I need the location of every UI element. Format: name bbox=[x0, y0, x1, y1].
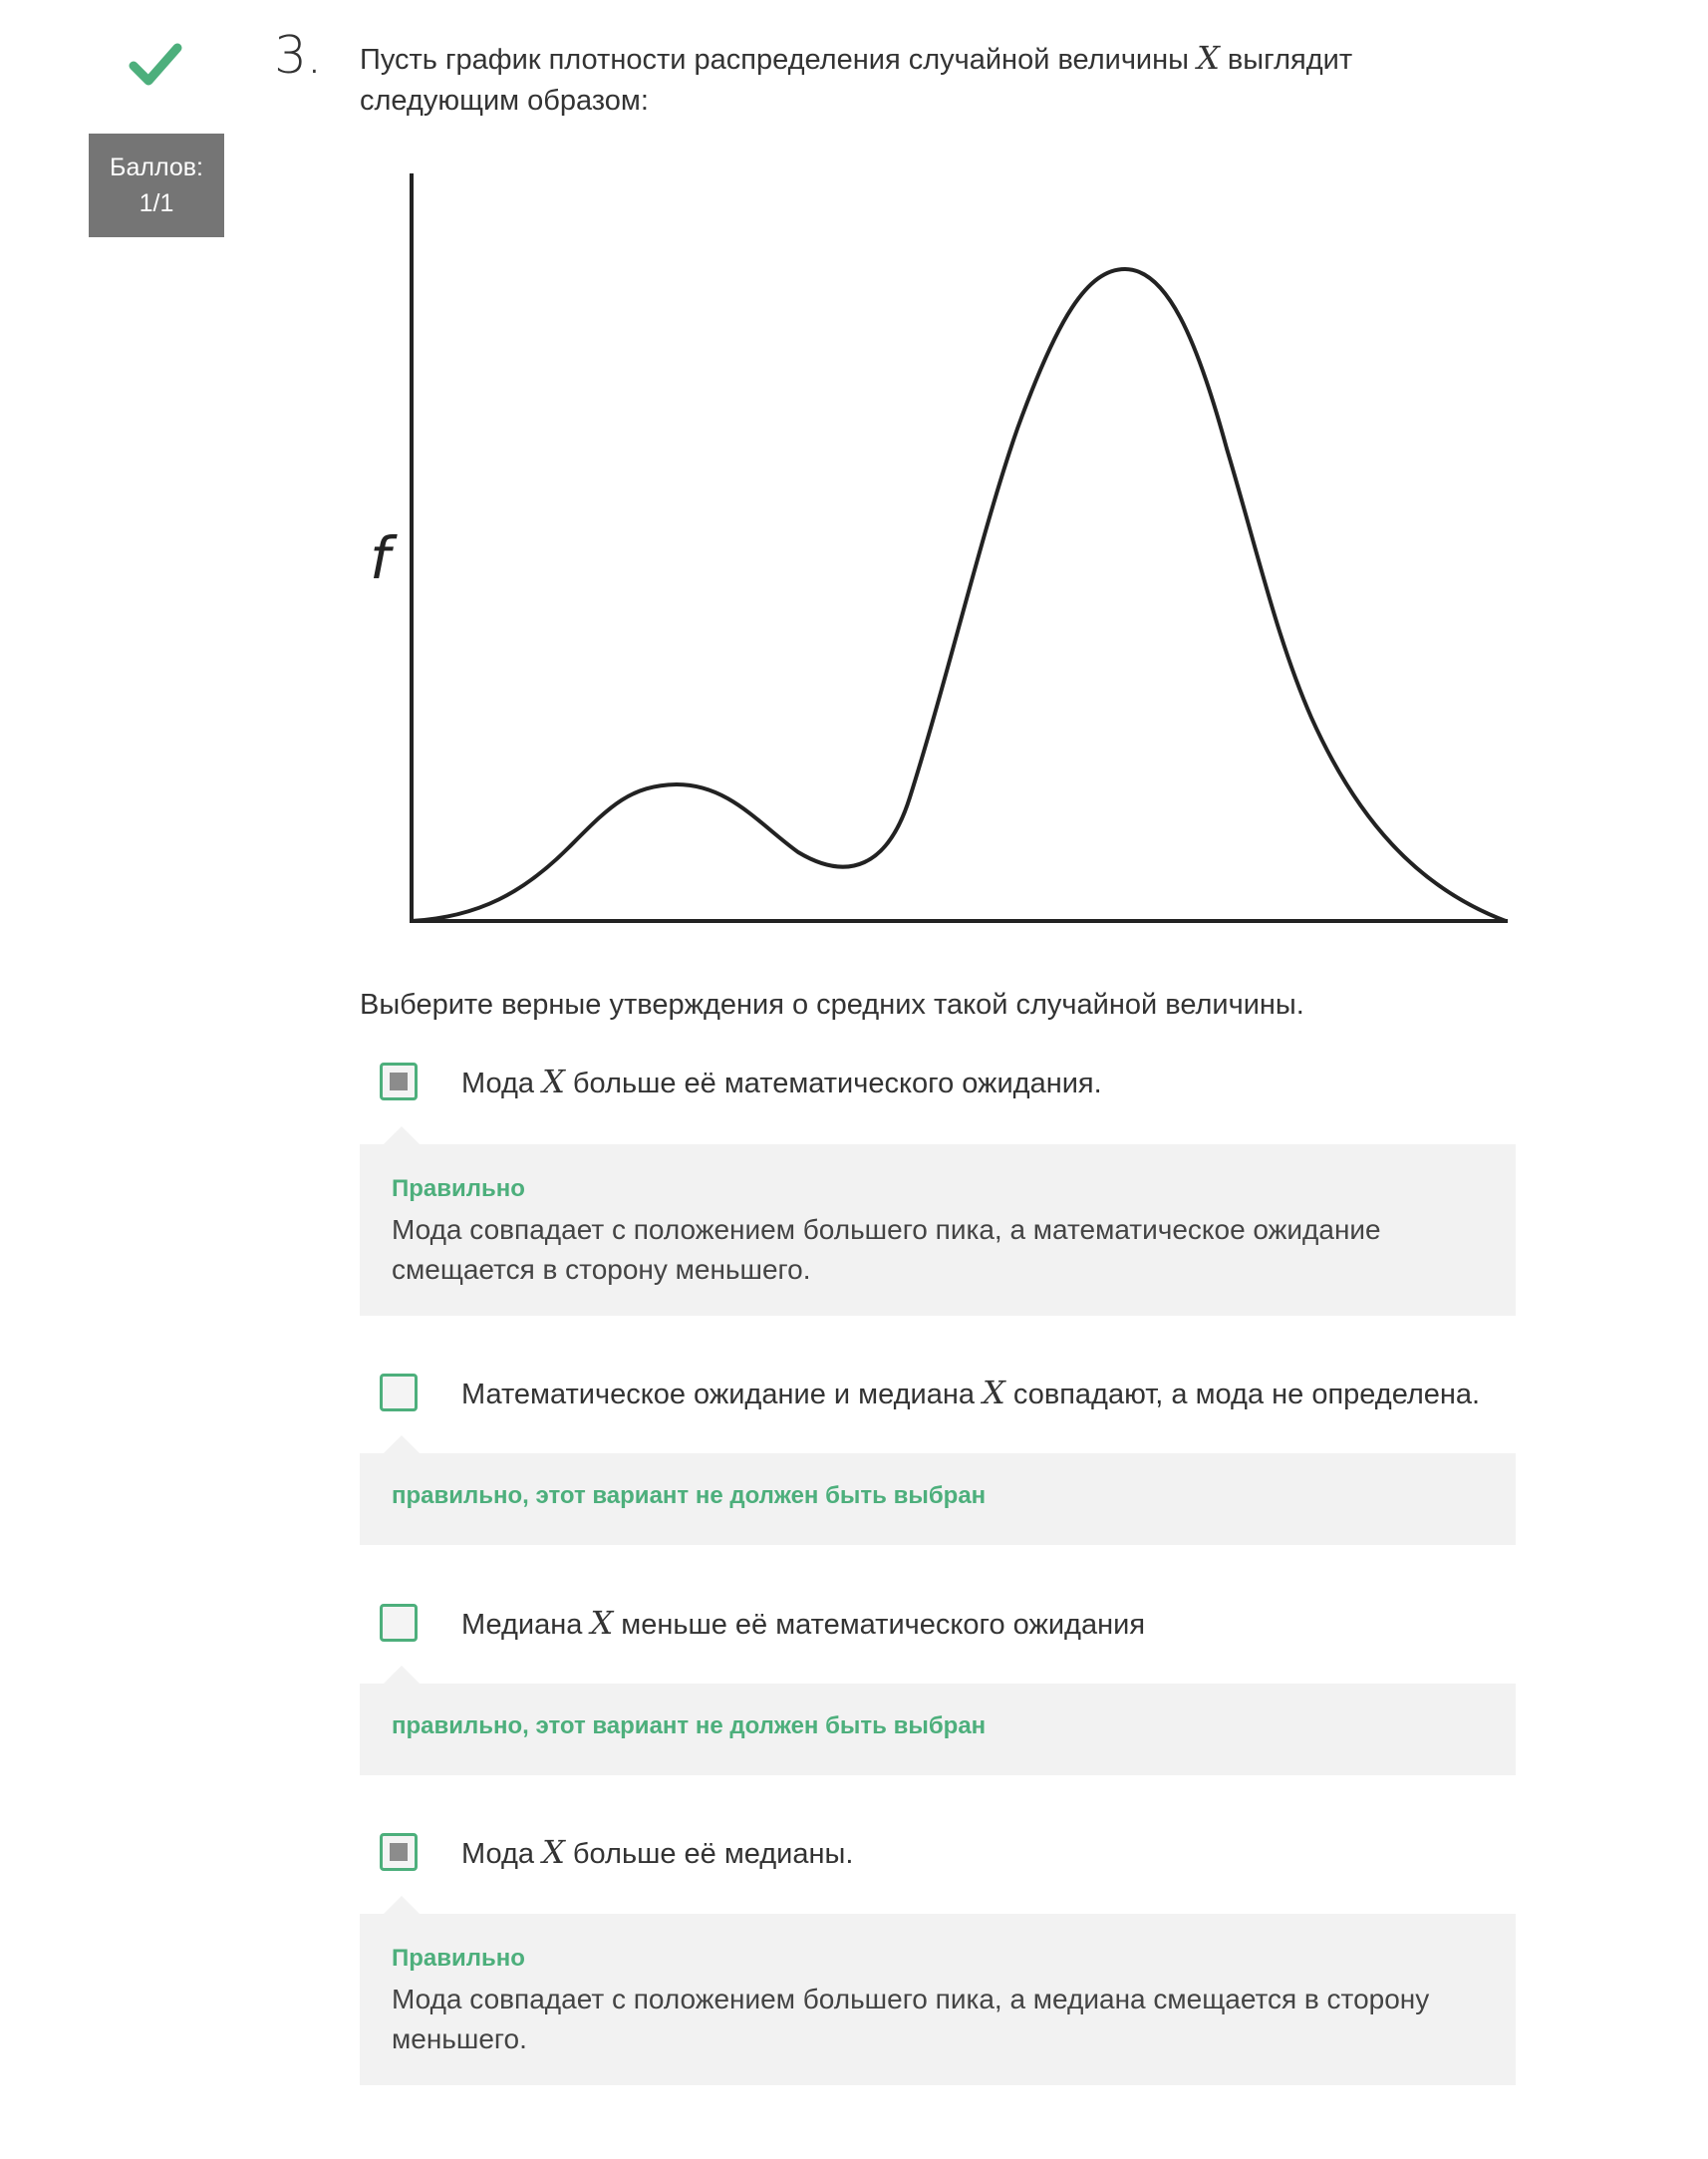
question-text-start: Пусть график плотности распределения слу… bbox=[360, 44, 1198, 76]
density-curve bbox=[411, 266, 1507, 923]
density-graph: f bbox=[370, 173, 1508, 923]
answer-option-2[interactable]: Математическое ожидание и медиана X совп… bbox=[360, 1368, 1516, 1427]
question-text-end: выглядит следующим образом: bbox=[360, 44, 1353, 117]
feedback-text: Мода совпадает с положением большего пик… bbox=[392, 1214, 1381, 1285]
option-2-text-end: совпадают, а мода не определена. bbox=[1004, 1379, 1481, 1410]
option-1-text-start: Мода bbox=[461, 1068, 543, 1099]
score-value: 1/1 bbox=[139, 189, 174, 217]
answer-option-4[interactable]: Мода X больше её медианы. bbox=[360, 1827, 1516, 1887]
answer-option-3[interactable]: Медиана X меньше её математического ожид… bbox=[360, 1598, 1516, 1658]
option-4-label[interactable]: Мода X больше её медианы. bbox=[461, 1827, 853, 1879]
option-3-checkbox[interactable] bbox=[380, 1604, 418, 1642]
score-label: Баллов: bbox=[110, 154, 203, 181]
option-3-text-end: меньше её математического ожидания bbox=[613, 1609, 1146, 1641]
variable-x: X bbox=[1197, 39, 1220, 77]
variable-x: X bbox=[542, 1063, 565, 1100]
question-text: Пусть график плотности распределения слу… bbox=[360, 38, 1516, 122]
feedback-title: Правильно bbox=[392, 1175, 525, 1202]
variable-x: X bbox=[983, 1374, 1005, 1411]
answer-option-1[interactable]: Мода X больше её математического ожидани… bbox=[360, 1057, 1516, 1116]
y-axis-label: f bbox=[370, 524, 398, 592]
option-4-text-start: Мода bbox=[461, 1838, 543, 1870]
option-1-text-end: больше её математического ожидания. bbox=[564, 1068, 1102, 1099]
feedback-title: правильно, этот вариант не должен быть в… bbox=[392, 1482, 987, 1509]
question-prompt: Выберите верные утверждения о средних та… bbox=[360, 989, 1304, 1021]
option-1-label[interactable]: Мода X больше её математического ожидани… bbox=[461, 1057, 1102, 1108]
feedback-text: Мода совпадает с положением большего пик… bbox=[392, 1984, 1430, 2054]
option-2-checkbox[interactable] bbox=[380, 1374, 418, 1411]
option-1-checkbox[interactable] bbox=[380, 1063, 418, 1100]
option-2-label[interactable]: Математическое ожидание и медиана X совп… bbox=[461, 1368, 1480, 1419]
variable-x: X bbox=[590, 1604, 614, 1642]
check-icon bbox=[129, 43, 182, 86]
option-3-label[interactable]: Медиана X меньше её математического ожид… bbox=[461, 1598, 1145, 1650]
option-3-text-start: Медиана bbox=[461, 1609, 591, 1641]
option-1-feedback: Правильно Мода совпадает с положением бо… bbox=[360, 1126, 1516, 1316]
question-number: 3. bbox=[274, 26, 323, 86]
option-2-feedback: правильно, этот вариант не должен быть в… bbox=[360, 1435, 1516, 1545]
option-2-text-start: Математическое ожидание и медиана bbox=[461, 1379, 984, 1410]
option-3-feedback: правильно, этот вариант не должен быть в… bbox=[360, 1666, 1516, 1775]
feedback-title: Правильно bbox=[392, 1945, 525, 1972]
variable-x: X bbox=[542, 1833, 565, 1871]
score-badge: Баллов: 1/1 bbox=[89, 134, 224, 237]
option-4-feedback: Правильно Мода совпадает с положением бо… bbox=[360, 1896, 1516, 2085]
option-4-text-end: больше её медианы. bbox=[564, 1838, 854, 1870]
feedback-title: правильно, этот вариант не должен быть в… bbox=[392, 1712, 987, 1739]
option-4-checkbox[interactable] bbox=[380, 1833, 418, 1871]
